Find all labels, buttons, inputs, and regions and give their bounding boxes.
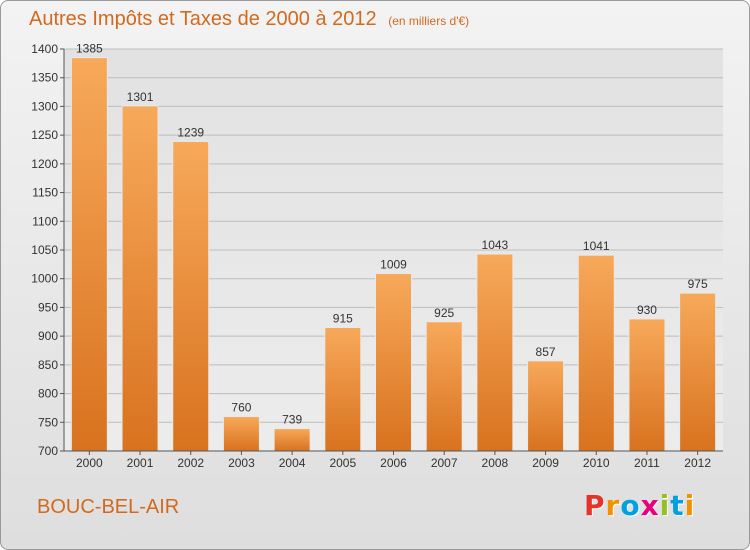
logo-letter: x: [640, 489, 660, 522]
y-tick-label: 1150: [32, 186, 58, 200]
bar: [476, 253, 514, 452]
y-tick-label: 800: [38, 387, 58, 401]
y-tick-label: 1050: [31, 243, 58, 257]
bar: [121, 105, 159, 452]
bar-value-label: 1009: [380, 258, 407, 272]
x-tick-label: 2007: [431, 456, 458, 470]
y-tick-label: 1400: [31, 42, 58, 56]
y-tick-label: 1300: [31, 99, 58, 113]
x-tick-label: 2000: [76, 456, 103, 470]
bar-value-label: 1041: [583, 239, 610, 253]
y-tick-label: 1000: [31, 272, 58, 286]
logo-letter: P: [584, 489, 606, 522]
bar-value-label: 1301: [127, 90, 154, 104]
bar: [222, 416, 260, 452]
bar-value-label: 930: [637, 303, 657, 317]
commune-name: BOUC-BEL-AIR: [37, 496, 180, 518]
x-tick-label: 2001: [127, 456, 154, 470]
x-tick-label: 2010: [583, 456, 610, 470]
bar-value-label: 925: [434, 306, 454, 320]
y-tick-label: 850: [38, 358, 58, 372]
y-tick-label: 700: [38, 444, 58, 458]
y-tick-label: 950: [38, 300, 58, 314]
x-tick-label: 2003: [228, 456, 255, 470]
bars: 1385 1301 1239 760 739 915 1009 925 1043 857 1041 9…: [70, 42, 717, 452]
x-tick-label: 2012: [684, 456, 711, 470]
chart-title-text: Autres Impôts et Taxes de 2000 à 2012: [29, 8, 377, 30]
x-tick-label: 2008: [482, 456, 509, 470]
y-tick-label: 1100: [32, 214, 58, 228]
bar-value-label: 857: [536, 345, 556, 359]
chart-title: Autres Impôts et Taxes de 2000 à 2012 (e…: [29, 8, 469, 31]
y-tick-label: 750: [38, 415, 58, 429]
logo-letter: i: [684, 489, 696, 522]
y-tick-label: 1200: [31, 157, 58, 171]
x-tick-label: 2011: [634, 456, 660, 470]
logo-letter: o: [620, 489, 641, 522]
bar-value-label: 760: [231, 401, 251, 415]
bar-value-label: 1043: [482, 238, 509, 252]
bar: [679, 292, 717, 452]
bar: [273, 428, 311, 452]
bar: [577, 254, 615, 452]
chart-unit: (en milliers d'€): [388, 14, 470, 28]
y-tick-label: 900: [38, 329, 58, 343]
x-tick-label: 2004: [279, 456, 306, 470]
bar-value-label: 739: [282, 413, 302, 427]
bar: [425, 321, 463, 452]
bar: [324, 327, 362, 452]
logo-letter: t: [670, 489, 685, 522]
y-tick-label: 1250: [31, 128, 58, 142]
proxiti-logo: Proxiti: [584, 489, 695, 522]
bar: [628, 318, 666, 452]
x-axis: 2000 2001 2002 2003 2004 2005 2006 2007 2008 2009…: [64, 450, 723, 470]
y-tick-label: 1350: [31, 71, 58, 85]
bar: [172, 140, 210, 452]
bar: [375, 273, 412, 452]
bar-value-label: 1385: [76, 42, 103, 56]
bar: [527, 360, 565, 452]
bar-value-label: 975: [688, 277, 708, 291]
x-tick-label: 2002: [177, 456, 204, 470]
bar: [70, 57, 108, 452]
y-axis: 700 750 800 850 900 950 1000 1050 1100 1150 1200 12…: [31, 42, 65, 458]
logo-letter: r: [605, 489, 621, 522]
x-tick-label: 2006: [380, 456, 407, 470]
bar-value-label: 915: [333, 312, 353, 326]
bar-value-label: 1239: [177, 125, 204, 139]
x-tick-label: 2005: [329, 456, 356, 470]
logo-letter: i: [659, 489, 671, 522]
x-tick-label: 2009: [532, 456, 559, 470]
